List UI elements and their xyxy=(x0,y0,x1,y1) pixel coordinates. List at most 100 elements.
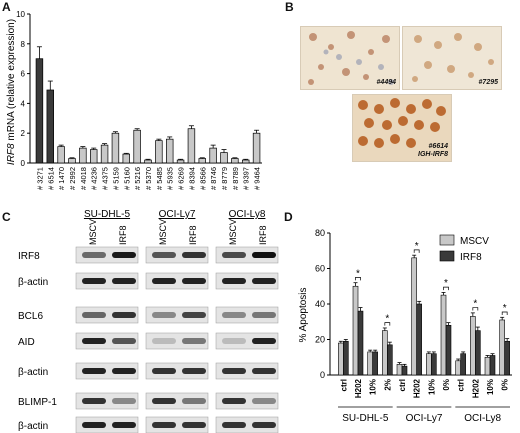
blot-strip xyxy=(215,272,279,290)
chart-a-ytick-label: 0 xyxy=(21,159,26,168)
blot-band xyxy=(112,278,136,284)
blot-strip xyxy=(145,392,209,410)
blot-strip xyxy=(75,416,139,433)
blot-strip xyxy=(215,392,279,410)
blot-band xyxy=(222,368,246,374)
chart-d-bar xyxy=(470,316,476,376)
chart-d-bar xyxy=(352,285,359,376)
chart-a-ylabel: IRF8 mRNA (relative expression) xyxy=(6,19,17,165)
chart-d-bar xyxy=(440,294,447,376)
irf8-expression-chart: IRF8 mRNA (relative expression) 0 2 4 6 8 10 #… xyxy=(6,10,262,190)
panel-label-c: C xyxy=(2,210,11,224)
chart-d-bar xyxy=(460,353,466,376)
blot-cell-line-label: SU-DHL-5 xyxy=(84,209,131,220)
chart-a-bar xyxy=(165,138,174,164)
chart-d-legend-label: MSCV xyxy=(460,236,489,247)
chart-a-xtick-label: # 8779 xyxy=(220,167,229,190)
blot-band xyxy=(112,422,136,428)
blot-band xyxy=(182,278,206,284)
chart-a-xtick-label: # 9397 xyxy=(242,167,251,190)
blot-row-label: β-actin xyxy=(18,277,48,288)
chart-a-xtick-label: # 2992 xyxy=(68,167,77,190)
blot-band xyxy=(112,368,136,374)
blot-cell-line-label: OCI-Ly8 xyxy=(229,209,266,220)
chart-d-legend-swatch xyxy=(439,234,455,246)
blot-band xyxy=(152,278,176,284)
chart-d-bar xyxy=(484,356,491,376)
chart-a-bar xyxy=(100,144,109,164)
chart-a-bar xyxy=(111,132,120,164)
blot-row-label: BLIMP-1 xyxy=(18,397,57,408)
chart-d-ytick-label: 20 xyxy=(315,335,325,345)
chart-a-xtick-label: # 5485 xyxy=(155,167,164,190)
blot-band xyxy=(152,338,176,344)
chart-a-xtick-label: # 4236 xyxy=(90,167,99,190)
ihc-image-6614: #6614 IGH-IRF8 xyxy=(352,94,452,162)
ihc-image-4494: #4494 xyxy=(300,26,400,90)
blot-band xyxy=(222,278,246,284)
chart-a-bar xyxy=(57,146,65,164)
chart-d-xtick-label: ctrl xyxy=(339,379,348,391)
chart-a-xtick-label: # 8746 xyxy=(209,167,218,190)
blot-band xyxy=(82,312,106,318)
chart-a-ytick-label: 8 xyxy=(21,40,26,49)
chart-d-ytick-label: 60 xyxy=(315,264,325,274)
chart-d-sig-star: * xyxy=(356,268,360,279)
panel-label-b: B xyxy=(285,0,294,14)
chart-a-ytick-label: 6 xyxy=(21,70,26,79)
blot-lane-label: IRF8 xyxy=(258,225,268,245)
chart-d-xtick-label: H202 xyxy=(413,378,422,398)
blot-band xyxy=(252,338,276,344)
chart-d-sig-star: * xyxy=(385,314,389,325)
chart-a-bar xyxy=(187,128,196,164)
blot-band xyxy=(222,422,246,428)
blot-band xyxy=(82,278,106,284)
blot-band xyxy=(82,398,106,404)
chart-a-bar xyxy=(79,147,87,164)
blot-band xyxy=(112,252,136,258)
chart-d-xtick-label: 0% xyxy=(501,379,510,391)
chart-d-bar xyxy=(426,353,432,376)
chart-a-xtick-label: # 3271 xyxy=(35,167,44,190)
ihc-label-4494: #4494 xyxy=(376,79,396,86)
blot-row-label: BCL6 xyxy=(18,311,43,322)
chart-d-group-label: SU-DHL-5 xyxy=(342,413,389,424)
chart-d-bar xyxy=(396,364,403,376)
chart-a-ylabel-gene: IRF8 xyxy=(6,143,17,165)
chart-a-bar xyxy=(144,159,152,164)
ihc-image-7295: #7295 xyxy=(402,26,502,90)
chart-a-bar xyxy=(68,158,76,164)
blot-strip xyxy=(75,332,139,350)
chart-a-xtick-label: # 5935 xyxy=(166,167,175,190)
blot-strip xyxy=(75,306,139,324)
blot-strip xyxy=(145,272,209,290)
blot-strip xyxy=(145,246,209,264)
blot-lane-label: MSCV xyxy=(158,219,168,245)
chart-d-sig-star: * xyxy=(473,299,477,310)
blot-band xyxy=(152,398,176,404)
chart-d-group-label: OCI-Ly8 xyxy=(464,413,501,424)
chart-a-xtick-label: # 6514 xyxy=(46,167,55,190)
chart-d-bar xyxy=(367,351,373,376)
panel-label-d: D xyxy=(284,210,293,224)
chart-a-xtick-label: # 5160 xyxy=(122,167,131,190)
chart-d-xtick-label: 0% xyxy=(442,379,451,391)
chart-d-xtick-label: ctrl xyxy=(398,379,407,391)
blot-band xyxy=(222,312,246,318)
chart-d-sig-star: * xyxy=(415,241,419,252)
chart-a-bar xyxy=(209,147,217,164)
blot-strip xyxy=(215,332,279,350)
chart-a-bar xyxy=(220,152,228,164)
blot-band xyxy=(82,422,106,428)
chart-a-ylabel-rest: mRNA (relative expression) xyxy=(6,19,17,143)
chart-d-bar xyxy=(499,319,505,376)
chart-d-bar xyxy=(338,342,344,376)
blot-lane-label: IRF8 xyxy=(188,225,198,245)
chart-d-bar xyxy=(401,365,408,376)
blot-band xyxy=(222,398,246,404)
blot-row-label: IRF8 xyxy=(18,251,40,262)
chart-d-xtick-label: H202 xyxy=(354,378,363,398)
chart-a-bar xyxy=(46,89,55,164)
blot-band xyxy=(82,252,106,258)
chart-d-bar xyxy=(357,310,364,376)
